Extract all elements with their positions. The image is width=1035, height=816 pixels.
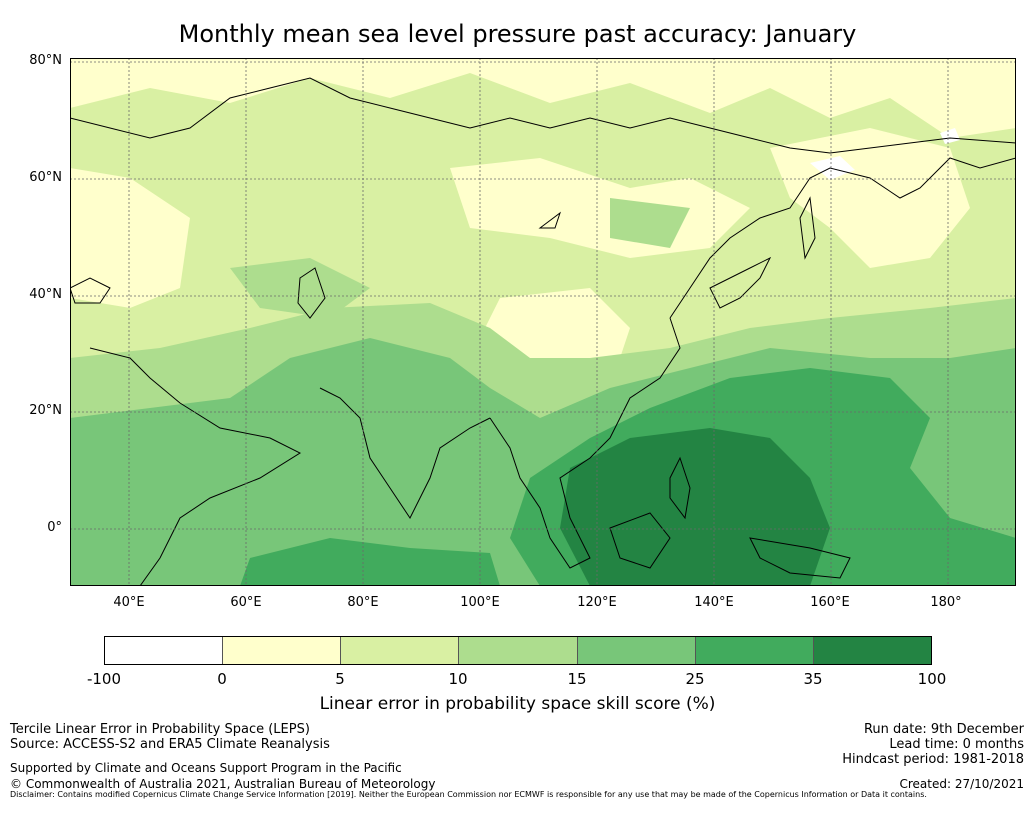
field-band-negative-1 bbox=[810, 156, 855, 180]
lat-label-60n: 60°N bbox=[29, 170, 62, 185]
field-band-10-15-b bbox=[230, 258, 370, 318]
coastline-black-sea bbox=[70, 277, 111, 304]
lon-label-180: 180° bbox=[930, 595, 962, 610]
footer-created: Created: 27/10/2021 bbox=[899, 777, 1024, 791]
lat-label-80n: 80°N bbox=[29, 53, 62, 68]
footer-disclaimer: Disclaimer: Contains modified Copernicus… bbox=[10, 790, 927, 799]
gridlines bbox=[70, 58, 1016, 586]
colorbar-tick-5: 5 bbox=[335, 670, 345, 688]
lon-label-40e: 40°E bbox=[113, 595, 145, 610]
lon-label-120e: 120°E bbox=[577, 595, 617, 610]
coastline-southeast-asia bbox=[489, 317, 681, 569]
colorbar-segment-15-25 bbox=[577, 637, 696, 664]
coastline-east-asia bbox=[669, 157, 1016, 319]
footer-hindcast: Hindcast period: 1981-2018 bbox=[842, 752, 1024, 767]
coastline-india bbox=[319, 387, 491, 519]
coastline-borneo bbox=[609, 512, 671, 569]
coastline-new-guinea bbox=[749, 537, 851, 579]
colorbar-tick-25: 25 bbox=[685, 670, 705, 688]
colorbar-tick-10: 10 bbox=[448, 670, 468, 688]
lon-label-100e: 100°E bbox=[460, 595, 500, 610]
colorbar bbox=[104, 636, 932, 665]
colorbar-segment-0-5 bbox=[223, 637, 342, 664]
coastline-baikal bbox=[538, 211, 561, 229]
lat-label-40n: 40°N bbox=[29, 287, 62, 302]
coastline-philippines bbox=[669, 456, 691, 520]
footer-support: Supported by Climate and Oceans Support … bbox=[10, 761, 402, 775]
coastline-arctic bbox=[70, 77, 1016, 154]
skill-map bbox=[70, 58, 1016, 586]
field-band-35-100 bbox=[560, 428, 830, 586]
colorbar-segment-negative bbox=[105, 637, 224, 664]
colorbar-tick-35: 35 bbox=[803, 670, 823, 688]
footer-method: Tercile Linear Error in Probability Spac… bbox=[10, 722, 310, 737]
colorbar-segment-10-15 bbox=[459, 637, 578, 664]
colorbar-segment-25-35 bbox=[695, 637, 814, 664]
footer-source: Source: ACCESS-S2 and ERA5 Climate Reana… bbox=[10, 737, 330, 752]
field-band-25-35-south bbox=[240, 538, 500, 586]
lon-label-80e: 80°E bbox=[347, 595, 379, 610]
lon-label-60e: 60°E bbox=[230, 595, 262, 610]
chart-title: Monthly mean sea level pressure past acc… bbox=[178, 20, 857, 48]
field-band-0-5-west bbox=[70, 168, 190, 308]
lat-label-0: 0° bbox=[47, 520, 62, 535]
footer-lead-time: Lead time: 0 months bbox=[889, 737, 1024, 752]
footer-run-date: Run date: 9th December bbox=[863, 722, 1024, 737]
lat-label-20n: 20°N bbox=[29, 403, 62, 418]
lon-label-140e: 140°E bbox=[694, 595, 734, 610]
skill-map-svg bbox=[70, 58, 1016, 586]
colorbar-tick-15: 15 bbox=[567, 670, 587, 688]
field-band-0-5-arctic bbox=[70, 58, 1016, 138]
coastlines bbox=[70, 77, 1016, 586]
lon-label-160e: 160°E bbox=[810, 595, 850, 610]
colorbar-segment-5-10 bbox=[341, 637, 460, 664]
colorbar-segment-35-100 bbox=[813, 637, 931, 664]
coastline-caspian bbox=[297, 267, 326, 319]
colorbar-tick-minus-100: -100 bbox=[86, 670, 122, 688]
coastline-arabia bbox=[89, 347, 302, 586]
colorbar-tick-0: 0 bbox=[217, 670, 227, 688]
colorbar-label: Linear error in probability space skill … bbox=[319, 694, 716, 714]
coastline-japan bbox=[709, 256, 772, 309]
colorbar-tick-100: 100 bbox=[917, 670, 947, 688]
coastline-sakhalin bbox=[799, 196, 816, 260]
field-band-negative-2 bbox=[940, 128, 960, 144]
footer-copyright: © Commonwealth of Australia 2021, Austra… bbox=[10, 777, 436, 791]
field-band-10-15-c bbox=[610, 198, 690, 248]
